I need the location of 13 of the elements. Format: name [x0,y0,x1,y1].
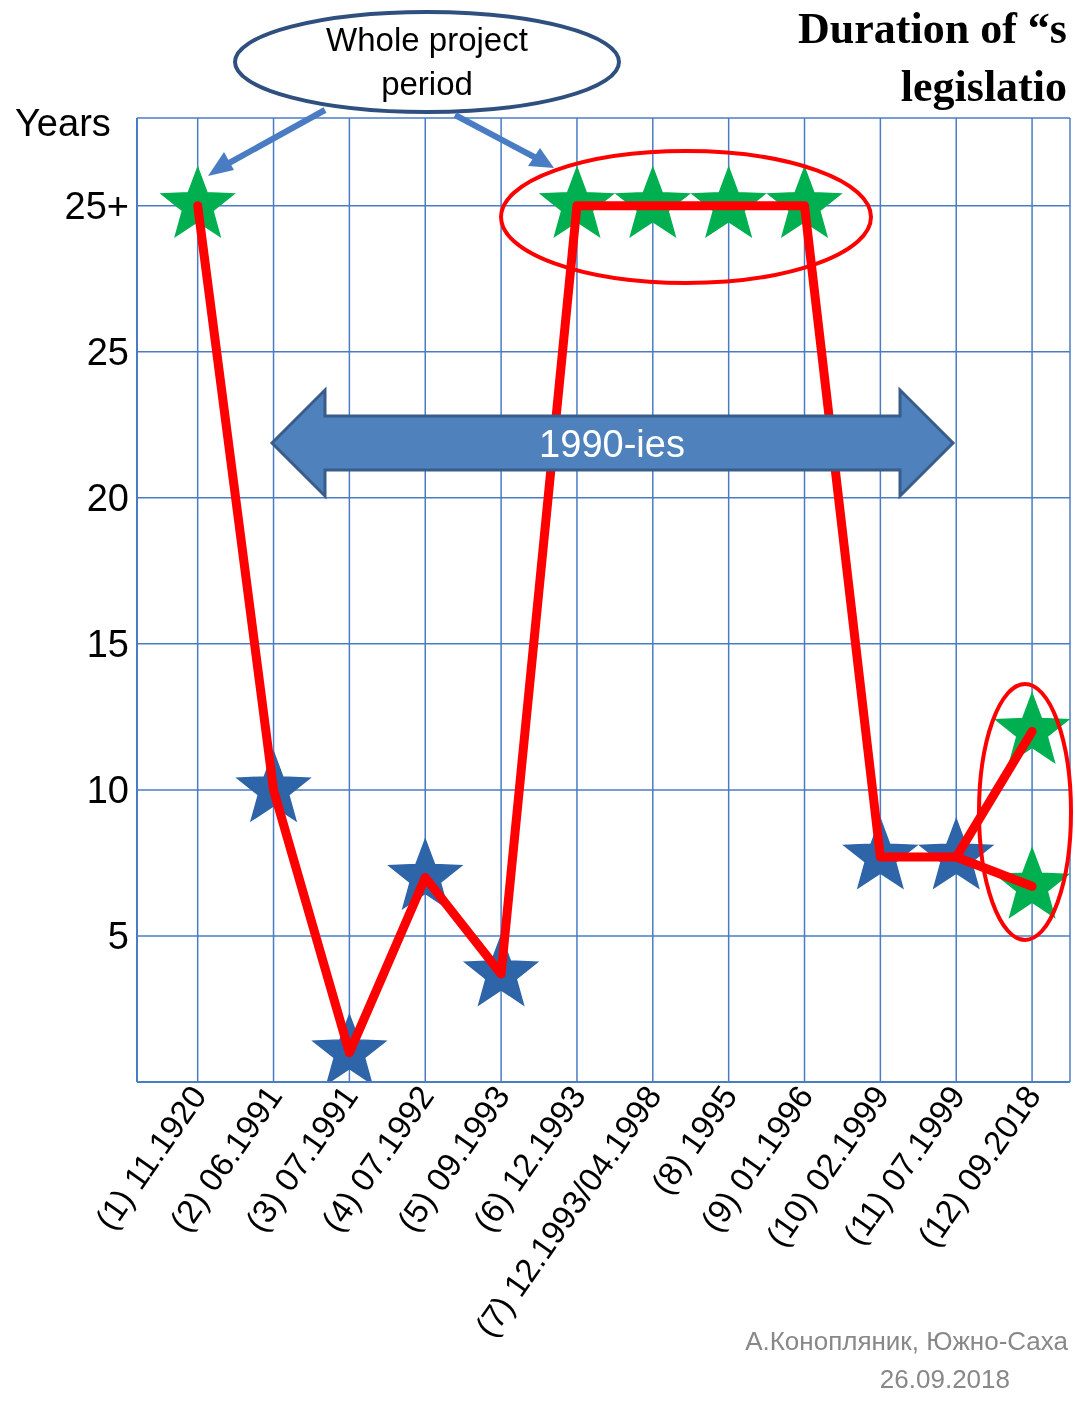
chart-subtitle: legislatio [899,61,1067,113]
y-tick-label: 15 [86,623,129,666]
y-tick-label: 10 [86,769,129,812]
text: 26.09.2018 [879,1364,1010,1394]
y-axis-title: Years [15,102,111,145]
y-tick-label: 5 [107,915,129,958]
chart-title: Duration of “s [798,3,1067,55]
text: Whole project period [326,21,528,102]
text: А.Конопляник, Южно-Саха [745,1326,1069,1356]
y-tick-label: 25+ [64,185,129,228]
y-tick-label: 25 [86,331,129,374]
y-tick-label: 20 [86,477,129,520]
annotation: 1990-ies [539,423,685,465]
